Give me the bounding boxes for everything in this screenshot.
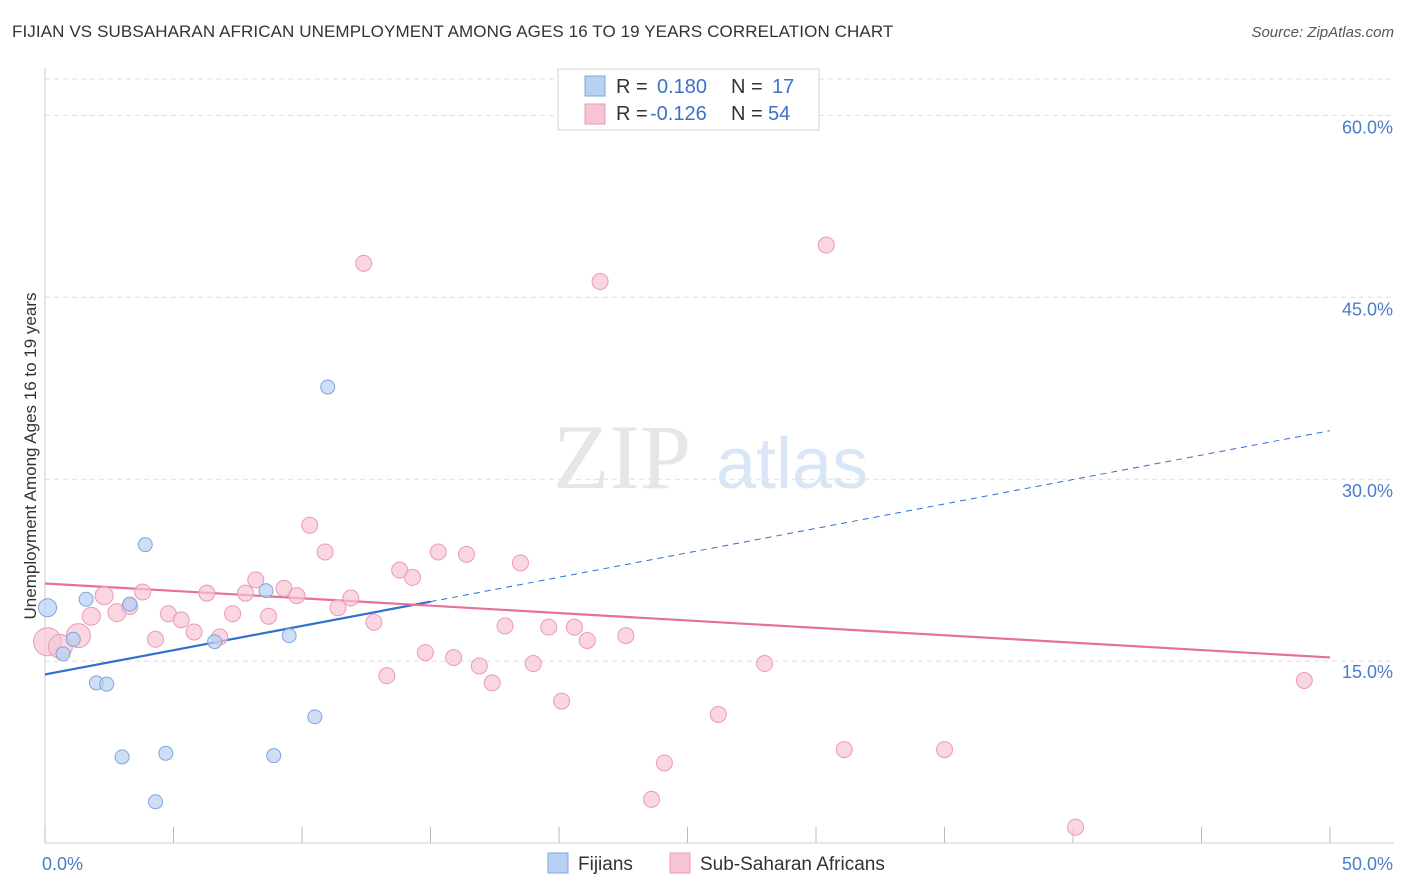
ssa-point xyxy=(247,571,265,589)
fijians-point xyxy=(78,591,94,607)
ssa-point xyxy=(445,648,463,666)
legend-swatch-ssa xyxy=(584,103,606,125)
fijians-point xyxy=(137,537,153,553)
ssa-point xyxy=(224,605,242,623)
fijians-point xyxy=(307,709,323,725)
y-tick-label: 30.0% xyxy=(1342,481,1393,501)
ssa-point xyxy=(643,790,661,808)
ssa-point xyxy=(756,655,774,673)
y-axis-label: Unemployment Among Ages 16 to 19 years xyxy=(21,293,40,620)
fijians-point xyxy=(99,676,115,692)
ssa-point xyxy=(1295,671,1313,689)
legend-n-value: 54 xyxy=(768,103,790,125)
ssa-point xyxy=(260,607,278,625)
y-tick-label: 60.0% xyxy=(1342,117,1393,137)
ssa-point xyxy=(709,705,727,723)
fijians-trend-line xyxy=(44,600,431,676)
ssa-point xyxy=(553,692,571,710)
legend-ssa-label: Sub-Saharan Africans xyxy=(700,854,885,875)
ssa-point xyxy=(457,545,475,563)
ssa-point xyxy=(329,599,347,617)
ssa-point xyxy=(511,554,529,572)
fijians-point xyxy=(122,596,138,612)
ssa-point xyxy=(404,568,422,586)
x-tick-labels: 0.0% 50.0% xyxy=(42,854,1393,874)
ssa-point xyxy=(147,630,165,648)
watermark-zip: ZIP xyxy=(553,406,691,508)
ssa-point xyxy=(185,623,203,641)
ssa-point xyxy=(1067,818,1085,836)
legend-n-label: N = xyxy=(731,103,763,125)
grid-lines xyxy=(45,78,1394,662)
fijians-point xyxy=(55,646,71,662)
ssa-point xyxy=(378,667,396,685)
trend-lines xyxy=(44,430,1331,676)
ssa-point xyxy=(540,618,558,636)
ssa-point xyxy=(198,584,216,602)
ssa-point xyxy=(172,611,190,629)
ssa-point xyxy=(275,579,293,597)
ssa-point xyxy=(316,543,334,561)
ssa-point xyxy=(617,627,635,645)
ssa-point xyxy=(578,631,596,649)
ssa-point xyxy=(342,589,360,607)
fijians-point xyxy=(258,583,274,599)
legend-n-value: 17 xyxy=(772,76,794,98)
ssa-point xyxy=(565,618,583,636)
ssa-point xyxy=(936,741,953,759)
fijians-point xyxy=(65,631,81,647)
fijians-point xyxy=(148,794,164,810)
ssa-point xyxy=(365,613,383,631)
ssa-point xyxy=(496,617,514,635)
fijians-trend-extension xyxy=(430,430,1331,603)
ssa-point xyxy=(835,741,853,759)
data-points xyxy=(33,236,1313,836)
fijians-point xyxy=(207,634,223,650)
x-tick-label: 50.0% xyxy=(1342,854,1393,874)
ssa-point xyxy=(391,561,409,579)
ssa-point xyxy=(591,273,609,291)
ssa-point xyxy=(416,644,434,662)
ssa-point xyxy=(483,674,501,692)
legend-fijians-label: Fijians xyxy=(578,854,633,875)
ssa-point xyxy=(81,606,101,626)
legend-r-label: R = xyxy=(616,76,648,98)
legend-swatch-ssa xyxy=(669,852,691,874)
ssa-point xyxy=(429,543,447,561)
ssa-point xyxy=(134,583,152,601)
ssa-point xyxy=(355,254,373,272)
series-legend: Fijians Sub-Saharan Africans xyxy=(547,852,885,875)
ssa-point xyxy=(94,586,114,606)
legend-r-value: 0.180 xyxy=(657,76,707,98)
ssa-point xyxy=(236,584,254,602)
ssa-point xyxy=(817,236,835,254)
y-tick-labels: 15.0% 30.0% 45.0% 60.0% xyxy=(1342,117,1393,682)
fijians-point xyxy=(114,749,130,765)
ssa-point xyxy=(301,516,319,534)
x-tick-label: 0.0% xyxy=(42,854,83,874)
watermark: ZIP atlas xyxy=(553,406,868,508)
fijians-point xyxy=(320,379,336,395)
ssa-point xyxy=(524,655,542,673)
legend-r-label: R = xyxy=(616,103,648,125)
fijians-point xyxy=(281,628,297,644)
legend-swatch-fijians xyxy=(547,852,569,874)
ssa-point xyxy=(288,587,306,605)
ssa-point xyxy=(470,657,488,675)
source-label: Source: ZipAtlas.com xyxy=(1251,24,1394,41)
correlation-legend: R = 0.180 N = 17 R = -0.126 N = 54 xyxy=(557,68,820,131)
y-tick-label: 15.0% xyxy=(1342,662,1393,682)
legend-swatch-fijians xyxy=(584,75,606,97)
fijians-point xyxy=(38,598,58,618)
legend-n-label: N = xyxy=(731,76,763,98)
ssa-point xyxy=(655,754,673,772)
legend-r-value: -0.126 xyxy=(650,103,707,125)
ssa-trend-line xyxy=(44,582,1331,659)
watermark-atlas: atlas xyxy=(716,424,868,504)
y-tick-label: 45.0% xyxy=(1342,299,1393,319)
fijians-point xyxy=(158,745,174,761)
fijians-point xyxy=(266,748,282,764)
chart-title: FIJIAN VS SUBSAHARAN AFRICAN UNEMPLOYMEN… xyxy=(12,22,894,41)
